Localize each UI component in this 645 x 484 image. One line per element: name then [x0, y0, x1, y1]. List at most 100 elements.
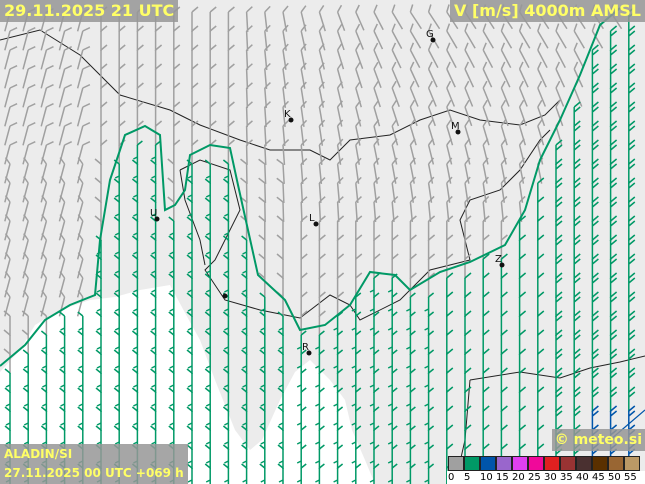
wind-barb [537, 99, 546, 127]
wind-barb [22, 387, 29, 412]
wind-barb [573, 101, 581, 127]
wind-barb [40, 330, 48, 355]
wind-barb [573, 386, 581, 412]
wind-barb [609, 405, 618, 431]
wind-barb [355, 81, 363, 108]
wind-barb [518, 23, 531, 49]
wind-barb [241, 406, 248, 431]
wind-barb [77, 406, 84, 431]
wind-barb [387, 330, 398, 355]
wind-barb [136, 82, 144, 108]
wind-barb [40, 349, 48, 374]
wind-barb [204, 349, 211, 374]
wind-barb [22, 195, 29, 222]
wind-barb [136, 25, 144, 51]
wind-barb [591, 329, 599, 355]
wind-barb [555, 99, 564, 127]
wind-barb [373, 42, 383, 69]
wind-barb [4, 122, 18, 146]
wind-barb [136, 63, 144, 89]
wind-barb [555, 177, 563, 203]
wind-barb [409, 80, 419, 107]
wind-barb [446, 119, 454, 146]
wind-barb [300, 291, 308, 317]
wind-barb [464, 42, 475, 69]
wind-barb [369, 425, 380, 450]
wind-barb [609, 63, 618, 89]
city-markers: G K M L U Z R [150, 29, 505, 356]
wind-barb [373, 61, 382, 88]
wind-barb [518, 367, 527, 393]
wind-barb [186, 235, 193, 260]
wind-barb [555, 23, 567, 49]
wind-barb [277, 311, 284, 336]
wind-barb [300, 272, 308, 298]
wind-barb [59, 330, 66, 355]
wind-barb [427, 234, 436, 260]
wind-barb [95, 349, 102, 374]
city-dot [430, 37, 436, 43]
wind-barb [315, 444, 325, 469]
wind-barb [241, 425, 248, 450]
wind-barb [40, 84, 54, 108]
wind-barb [204, 197, 211, 222]
wind-barb [591, 44, 599, 70]
wind-barb [58, 176, 66, 203]
wind-barb [424, 425, 435, 450]
wind-barb [573, 215, 581, 241]
wind-barb [77, 330, 84, 355]
wind-barb [373, 119, 380, 146]
wind-barb [464, 253, 472, 279]
wind-barb [168, 273, 175, 298]
legend-tick: 5 [464, 472, 471, 483]
wind-barb [22, 406, 29, 431]
wind-barb [518, 99, 527, 127]
wind-barb [209, 63, 217, 89]
wind-barb [76, 141, 91, 165]
wind-barb [191, 82, 199, 108]
wind-barb [76, 195, 84, 222]
wind-barb [131, 349, 139, 374]
wind-barb [555, 348, 563, 374]
wind-barb [518, 386, 527, 412]
wind-barb [59, 406, 66, 431]
wind-barb [58, 214, 66, 241]
wind-barb [154, 120, 163, 146]
wind-barb [500, 329, 508, 355]
wind-barb [136, 44, 144, 70]
wind-barb [537, 61, 547, 88]
wind-barb [537, 138, 544, 165]
wind-barb [446, 99, 455, 127]
wind-barb [518, 138, 526, 165]
wind-barb [277, 349, 284, 374]
wind-barb [259, 368, 266, 393]
wind-barb [300, 43, 307, 70]
wind-barb [277, 444, 284, 469]
wind-barb [318, 215, 326, 241]
wind-barb [591, 63, 599, 89]
wind-barb [4, 406, 11, 431]
wind-barb [318, 5, 326, 32]
wind-barb [204, 311, 211, 336]
wind-barb [609, 120, 618, 146]
wind-barb [427, 195, 435, 222]
wind-barb [591, 139, 599, 165]
wind-barb [355, 100, 362, 127]
wind-barb [241, 330, 248, 355]
wind-barb [555, 253, 563, 279]
wind-barb [369, 330, 380, 355]
wind-barb [391, 4, 404, 30]
wind-barb [336, 100, 344, 127]
wind-barb [628, 215, 636, 241]
wind-barb [150, 292, 157, 317]
wind-barb [573, 405, 581, 431]
legend-swatch [496, 456, 512, 471]
wind-barb [336, 23, 345, 51]
wind-barb [573, 329, 581, 355]
wind-barb [40, 141, 54, 165]
wind-barb [555, 42, 566, 69]
wind-barb [227, 63, 235, 89]
city-dot [222, 293, 228, 299]
wind-barb [40, 252, 48, 279]
wind-barb [500, 138, 507, 165]
